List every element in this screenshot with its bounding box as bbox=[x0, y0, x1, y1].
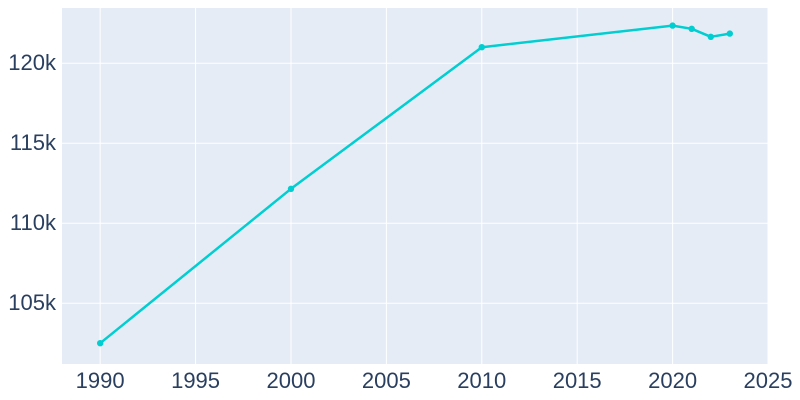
x-tick-label: 2025 bbox=[744, 368, 793, 393]
x-tick-label: 1995 bbox=[171, 368, 220, 393]
tick-labels-layer: 1990 1995 2000 2005 2010 2015 2020 2025 105k 110k… bbox=[8, 50, 792, 393]
x-tick-label: 2015 bbox=[553, 368, 602, 393]
data-point-marker bbox=[669, 22, 676, 29]
x-tick-label: 2020 bbox=[648, 368, 697, 393]
series-layer bbox=[97, 22, 733, 347]
x-tick-label: 2010 bbox=[457, 368, 506, 393]
y-tick-label: 120k bbox=[8, 50, 57, 75]
x-tick-label: 1990 bbox=[76, 368, 125, 393]
plot-area bbox=[62, 8, 768, 364]
data-point-marker bbox=[478, 44, 485, 51]
x-tick-label: 2000 bbox=[266, 368, 315, 393]
y-tick-label: 105k bbox=[8, 290, 57, 315]
plot-background-layer bbox=[62, 8, 768, 364]
data-point-marker bbox=[707, 33, 714, 40]
gridlines-layer bbox=[62, 8, 769, 364]
data-point-marker bbox=[726, 30, 733, 37]
x-tick-label: 2005 bbox=[362, 368, 411, 393]
data-point-marker bbox=[688, 25, 695, 32]
y-tick-label: 110k bbox=[10, 210, 57, 235]
data-point-marker bbox=[97, 340, 104, 347]
y-tick-label: 115k bbox=[10, 130, 57, 155]
data-point-marker bbox=[287, 185, 295, 192]
